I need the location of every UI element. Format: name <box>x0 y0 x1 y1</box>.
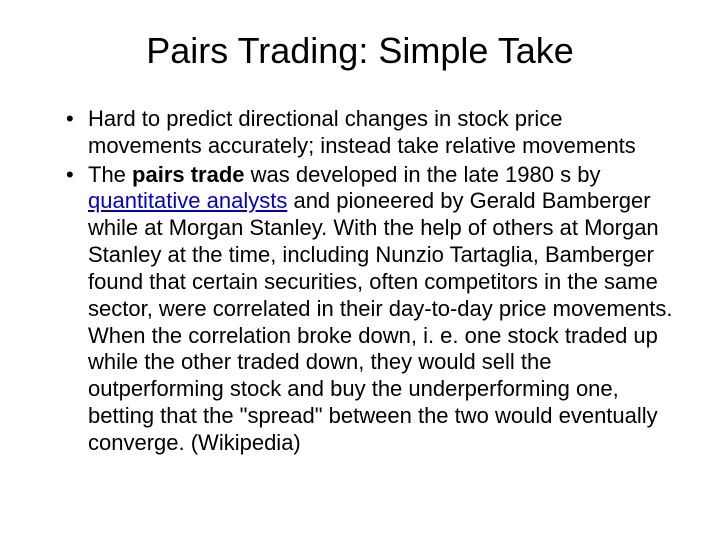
bullet-item: The pairs trade was developed in the lat… <box>66 162 678 457</box>
link-quantitative-analysts[interactable]: quantitative analysts <box>88 188 287 213</box>
bullet-text-mid: was developed in the late 1980 s by <box>245 162 601 187</box>
bullet-list: Hard to predict directional changes in s… <box>42 106 678 457</box>
slide-title: Pairs Trading: Simple Take <box>42 30 678 72</box>
bullet-item: Hard to predict directional changes in s… <box>66 106 678 160</box>
bullet-text-bold: pairs trade <box>132 162 245 187</box>
slide: Pairs Trading: Simple Take Hard to predi… <box>0 0 720 540</box>
bullet-text-pre: The <box>88 162 132 187</box>
bullet-text-post: and pioneered by Gerald Bamberger while … <box>88 188 672 454</box>
bullet-text: Hard to predict directional changes in s… <box>88 106 636 158</box>
